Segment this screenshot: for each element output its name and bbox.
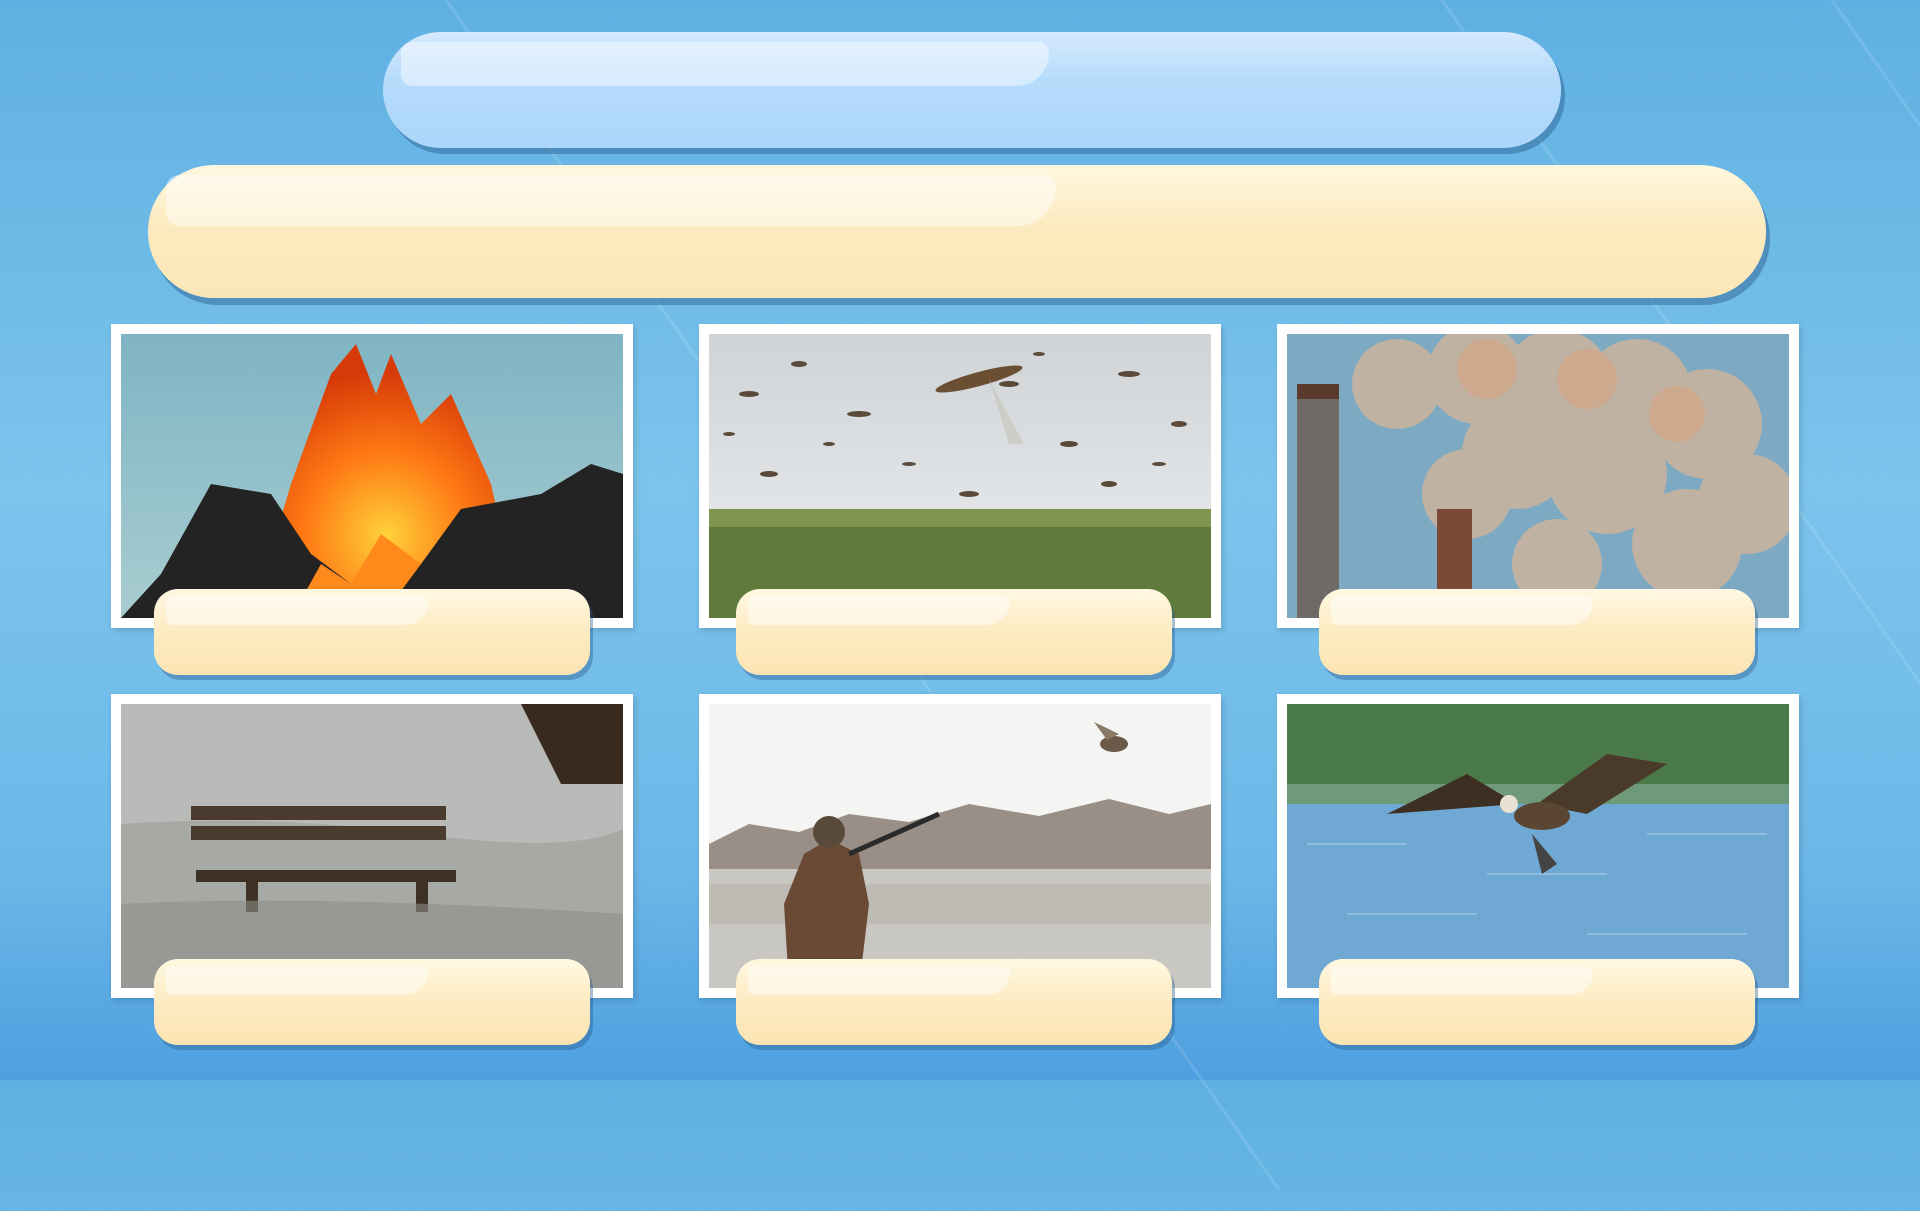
question-banner: [148, 165, 1766, 298]
caption-box: [154, 589, 590, 675]
caption-box: [1319, 959, 1755, 1045]
caption-box: [1319, 589, 1755, 675]
caption-box: [736, 589, 1172, 675]
image-card-hunter: [699, 694, 1221, 998]
image-card-factory: [1277, 324, 1799, 628]
caption-box: [736, 959, 1172, 1045]
volcano-eruption-image: [121, 334, 623, 618]
image-card-flood: [111, 694, 633, 998]
factory-smoke-image: [1287, 334, 1789, 618]
title-banner: [383, 32, 1561, 148]
image-card-eagle: [1277, 694, 1799, 998]
locust-swarm-image: [709, 334, 1211, 618]
flooded-bench-image: [121, 704, 623, 988]
caption-box: [154, 959, 590, 1045]
image-card-volcano: [111, 324, 633, 628]
duck-hunter-image: [709, 704, 1211, 988]
eagle-fish-image: [1287, 704, 1789, 988]
image-card-locusts: [699, 324, 1221, 628]
